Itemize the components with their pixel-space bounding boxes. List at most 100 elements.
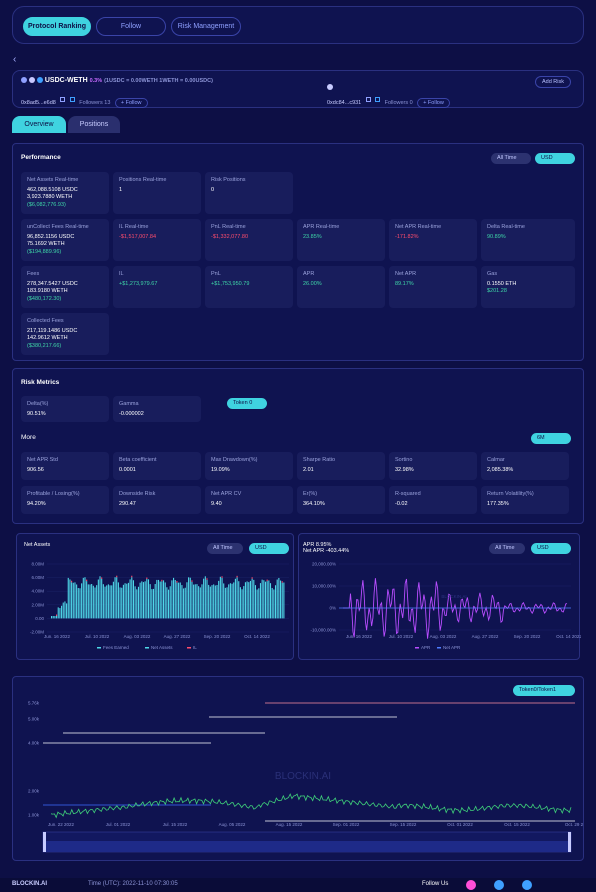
currency-select[interactable]: USD (535, 153, 575, 164)
bar (203, 578, 205, 619)
back-arrow-icon[interactable]: ‹ (13, 54, 17, 65)
x-tick-label: Aug. 27 2022 (472, 634, 499, 639)
bar (86, 581, 88, 619)
bar (213, 584, 215, 619)
copy-icon[interactable] (60, 97, 66, 103)
fee-mark (56, 614, 58, 617)
follow-button[interactable]: + Follow (114, 98, 148, 108)
fee-mark (176, 581, 178, 583)
token-select[interactable]: Token 0 (227, 398, 267, 409)
bar (74, 582, 76, 619)
x-tick-label: Sep. 15 2022 (390, 822, 417, 827)
bar (176, 582, 178, 619)
y-tick-label: 20,000.00% (312, 562, 336, 567)
bar (149, 584, 151, 619)
owner-address[interactable]: 0x8ad5...e6d8 (21, 100, 56, 106)
telegram-icon[interactable] (494, 880, 504, 890)
currency-select[interactable]: USD (249, 543, 289, 554)
y-tick-label: 0.00 (35, 616, 44, 621)
bar (279, 580, 282, 619)
bar (249, 580, 251, 619)
bar (121, 587, 123, 619)
fee-mark (146, 577, 148, 580)
bar (117, 582, 119, 619)
risk-metric-card: Downside Risk 290.47 (113, 486, 201, 514)
more-label: More (21, 434, 36, 441)
bar (269, 583, 272, 619)
token-icon (21, 77, 27, 84)
performance-title: Performance (21, 154, 61, 161)
footer: BLOCKIN.AI Time (UTC): 2022-11-10 07:30:… (0, 878, 596, 892)
copy-icon[interactable] (365, 97, 371, 103)
currency-select[interactable]: USD (531, 543, 571, 554)
follow-button[interactable]: + Follow (417, 98, 450, 108)
watermark: BLOCKIN.AI (441, 594, 466, 599)
tab-positions[interactable]: Positions (68, 116, 120, 133)
creator-address[interactable]: 0xdc84...c931 (327, 100, 362, 106)
bar (159, 581, 161, 619)
risk-metric-card: Return Volatility(%) 177.35% (481, 486, 569, 514)
x-tick-label: Oct. 14 2022 (244, 634, 270, 639)
bar (66, 603, 68, 619)
x-tick-label: Aug. 15 2022 (276, 822, 303, 827)
bar (254, 585, 257, 619)
legend-label: IL (193, 645, 197, 650)
watermark: BLOCKIN.AI (275, 771, 331, 782)
add-risk-button[interactable]: Add Risk (534, 76, 571, 88)
bar (111, 585, 113, 619)
footer-time: Time (UTC): 2022-11-10 07:30:05 (88, 881, 178, 887)
slider-handle (43, 832, 46, 852)
bar (62, 602, 64, 619)
x-tick-label: Jun. 16 2022 (44, 634, 71, 639)
x-tick-label: Aug. 03 2022 (124, 634, 151, 639)
x-tick-label: Oct. 01 2022 (447, 822, 473, 827)
bar (59, 608, 61, 619)
social-icon[interactable] (466, 880, 476, 890)
y-tick-label: -10,000.00% (310, 628, 336, 633)
bar (114, 577, 116, 619)
bar (152, 588, 155, 619)
period-select[interactable]: 6M (531, 433, 571, 444)
tab-follow[interactable]: Follow (96, 17, 166, 36)
time-range-select[interactable]: All Time (207, 543, 243, 554)
bar (131, 577, 133, 619)
tab-protocol-ranking[interactable]: Protocol Ranking (23, 17, 91, 36)
bar (261, 579, 263, 619)
y-tick-label: 8.00M (31, 562, 44, 567)
x-tick-label: Jul. 10 2022 (85, 634, 110, 639)
bar (214, 585, 216, 619)
fee-mark (101, 577, 103, 579)
bar (52, 616, 54, 619)
fee-mark (236, 575, 238, 578)
bar (151, 589, 153, 619)
bar (173, 577, 175, 619)
link-icon[interactable] (375, 97, 381, 103)
bar (109, 585, 111, 619)
fee-mark (251, 577, 253, 579)
x-tick-label: Sep. 01 2022 (333, 822, 360, 827)
time-range-select[interactable]: All Time (489, 543, 525, 554)
link-icon[interactable] (69, 97, 75, 103)
twitter-icon[interactable] (522, 880, 532, 890)
time-range-select[interactable]: All Time (491, 153, 531, 164)
legend-swatch (145, 647, 149, 649)
fee-mark (71, 580, 73, 583)
pnl-card: PnL +$1,753,950.79 (205, 266, 293, 308)
price-chart[interactable]: 5.76k 5.00k 4.00k 2.00k 1.00k BLOCKIN.AI Jun. … (13, 677, 585, 862)
y-tick-label: 5.76k (28, 701, 40, 706)
bar (164, 582, 166, 619)
x-tick-label: Sep. 20 2022 (204, 634, 231, 639)
apr-chart[interactable]: 20,000.00% 10,000.00% 0% -10,000.00% BLOCKIN… (299, 534, 581, 661)
legend-swatch (97, 647, 101, 649)
y-tick-label: 0% (329, 606, 336, 611)
bar (174, 579, 176, 619)
legend-label: Fees Earned (103, 645, 129, 650)
bar (264, 581, 267, 619)
tab-risk-management[interactable]: Risk Management (171, 17, 241, 36)
token-pair-select[interactable]: Token0/Token1 (513, 685, 575, 696)
slider-fill (43, 841, 571, 852)
y-tick-label: 4.00M (31, 589, 44, 594)
tab-overview[interactable]: Overview (12, 116, 66, 133)
pnl-realtime-card: PnL Real-time -$1,332,077.80 (205, 219, 293, 261)
